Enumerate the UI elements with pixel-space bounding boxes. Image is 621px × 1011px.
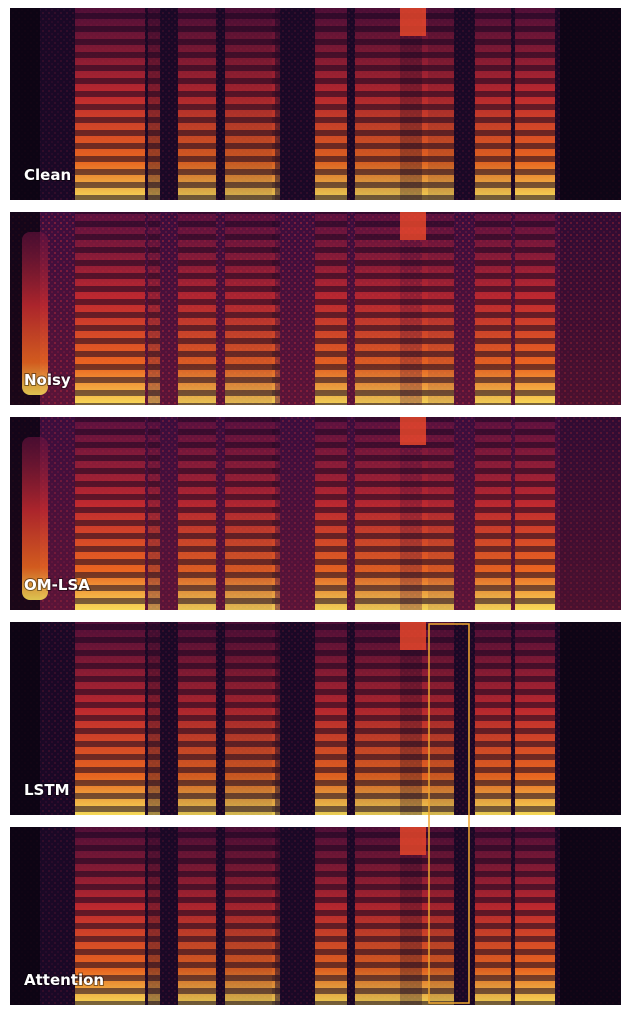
harmonics	[355, 622, 400, 815]
harmonics	[178, 417, 216, 610]
harmonics	[355, 212, 400, 405]
harmonics	[178, 622, 216, 815]
bright-onset	[400, 622, 426, 650]
harmonics	[75, 8, 145, 200]
harmonics	[178, 8, 216, 200]
harmonics	[315, 622, 347, 815]
harmonics	[225, 417, 275, 610]
harmonics	[355, 417, 400, 610]
dark-edge	[560, 212, 621, 405]
harmonics	[515, 417, 555, 610]
panel-label: Noisy	[24, 371, 71, 389]
harmonics	[355, 827, 400, 1005]
harmonics	[515, 212, 555, 405]
harmonics	[475, 212, 511, 405]
noise-burst	[22, 232, 48, 395]
harmonics	[422, 212, 454, 405]
dark-edge	[560, 622, 621, 815]
harmonics	[75, 827, 145, 1005]
harmonics	[475, 417, 511, 610]
harmonics	[148, 417, 160, 610]
harmonics	[515, 8, 555, 200]
harmonics	[148, 212, 160, 405]
harmonics	[515, 622, 555, 815]
harmonics	[272, 827, 280, 1005]
harmonics	[225, 8, 275, 200]
panel-label: OM-LSA	[24, 576, 90, 594]
dark-edge	[560, 8, 621, 200]
harmonics	[272, 417, 280, 610]
bright-onset	[400, 212, 426, 240]
harmonics	[422, 622, 454, 815]
bright-onset	[400, 8, 426, 36]
harmonics	[225, 622, 275, 815]
highlight-box	[428, 623, 470, 1004]
harmonics	[315, 417, 347, 610]
panel-label: LSTM	[24, 781, 70, 799]
dark-edge	[10, 8, 40, 200]
harmonics	[315, 827, 347, 1005]
harmonics	[75, 212, 145, 405]
harmonics	[422, 827, 454, 1005]
harmonics	[225, 827, 275, 1005]
harmonics	[178, 212, 216, 405]
harmonics	[315, 8, 347, 200]
harmonics	[75, 417, 145, 610]
dark-edge	[560, 827, 621, 1005]
harmonics	[355, 8, 400, 200]
harmonics	[272, 622, 280, 815]
harmonics	[75, 622, 145, 815]
harmonics	[475, 622, 511, 815]
harmonics	[515, 827, 555, 1005]
bright-onset	[400, 417, 426, 445]
harmonics	[225, 212, 275, 405]
harmonics	[315, 212, 347, 405]
harmonics	[148, 827, 160, 1005]
panel-label: Attention	[24, 971, 104, 989]
harmonics	[422, 417, 454, 610]
harmonics	[422, 8, 454, 200]
dark-edge	[560, 417, 621, 610]
harmonics	[272, 212, 280, 405]
harmonics	[272, 8, 280, 200]
harmonics	[475, 8, 511, 200]
dark-edge	[10, 827, 40, 1005]
panel-label: Clean	[24, 166, 71, 184]
dark-edge	[10, 622, 40, 815]
harmonics	[178, 827, 216, 1005]
noise-burst	[22, 437, 48, 600]
harmonics	[148, 8, 160, 200]
bright-onset	[400, 827, 426, 855]
harmonics	[148, 622, 160, 815]
harmonics	[475, 827, 511, 1005]
